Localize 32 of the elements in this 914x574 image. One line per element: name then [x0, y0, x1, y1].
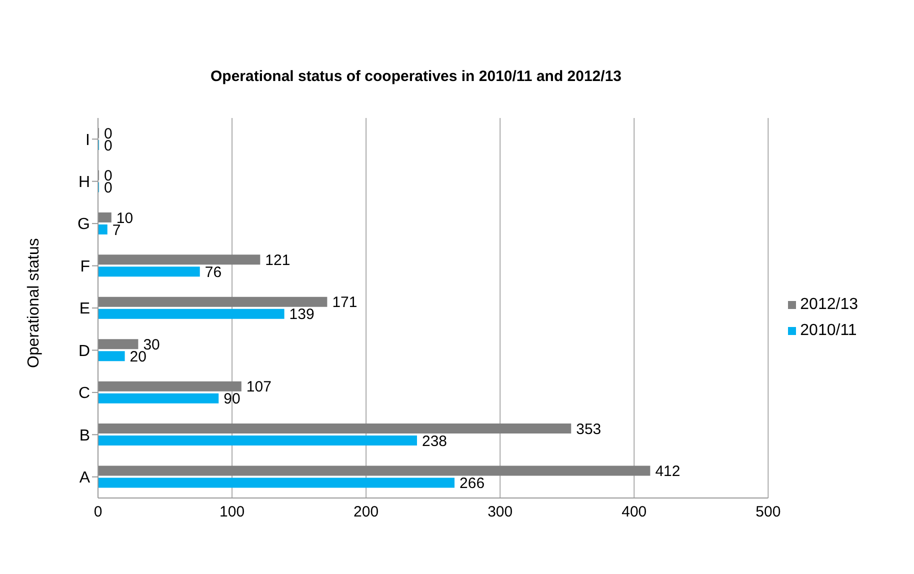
data-label: 107	[246, 378, 272, 396]
data-label: 76	[204, 264, 222, 281]
x-tick-label: 500	[756, 504, 781, 521]
data-label: 139	[289, 306, 314, 324]
y-axis-title: Operational status	[26, 238, 43, 368]
x-tick-label: 400	[622, 504, 647, 521]
data-label: 7	[112, 222, 121, 239]
data-label: 121	[265, 252, 290, 269]
data-label: 353	[576, 420, 602, 438]
y-tick-label: I	[86, 132, 90, 149]
data-label: 171	[332, 294, 358, 312]
data-label: 266	[460, 475, 485, 492]
y-tick-label: C	[78, 385, 90, 402]
y-tick-label: D	[78, 342, 90, 360]
data-label: 238	[422, 432, 448, 450]
data-label: 412	[655, 463, 680, 480]
data-label: 0	[104, 137, 112, 154]
x-tick-label: 200	[354, 504, 379, 521]
legend-label: 2012/13	[800, 296, 858, 314]
y-tick-label: H	[78, 174, 90, 192]
y-tick-label: E	[79, 300, 90, 318]
x-tick-label: 100	[220, 504, 245, 521]
chart-title: Operational status of cooperatives in 2010/11 and 2012/13	[209, 67, 622, 87]
y-tick-label: F	[80, 258, 90, 276]
data-label: 20	[130, 348, 146, 366]
y-tick-label: G	[78, 216, 90, 234]
legend-label: 2010/11	[800, 322, 857, 340]
x-tick-label: 0	[94, 504, 102, 521]
y-tick-label: A	[79, 470, 90, 487]
x-tick-label: 300	[488, 504, 513, 521]
data-label: 90	[224, 390, 240, 408]
y-tick-label: B	[79, 427, 90, 444]
